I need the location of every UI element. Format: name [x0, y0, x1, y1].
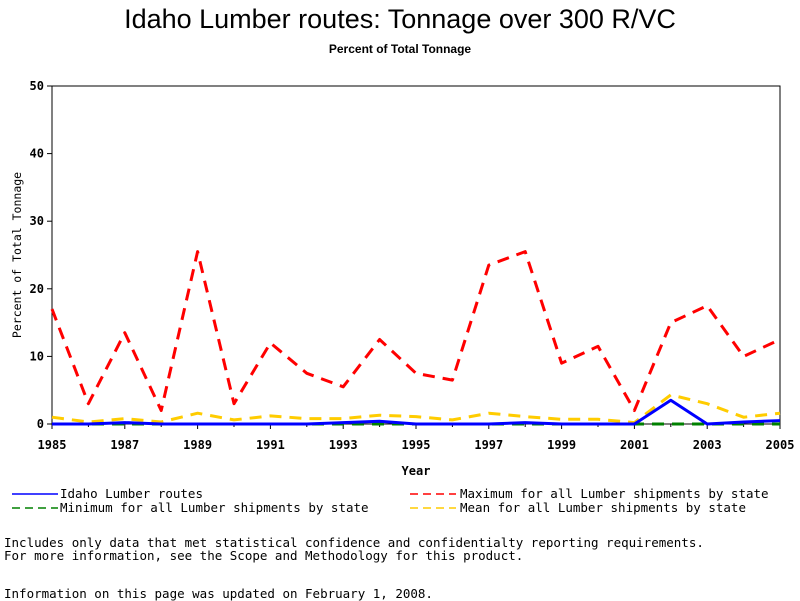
legend-label-yellow: Mean for all Lumber shipments by state	[460, 500, 746, 515]
plot-frame	[51, 85, 781, 425]
note-updated: Information on this page was updated on …	[4, 586, 433, 601]
x-tick-label: 2005	[766, 438, 795, 452]
note-methodology: For more information, see the Scope and …	[4, 548, 524, 563]
x-tick-label: 1989	[183, 438, 212, 452]
x-tick-label: 2001	[620, 438, 649, 452]
y-tick-label: 30	[30, 214, 44, 228]
note-confidentiality: Includes only data that met statistical …	[4, 535, 704, 550]
chart-series	[50, 250, 781, 426]
y-tick-label: 0	[37, 417, 44, 431]
chart-axes	[51, 85, 781, 425]
x-tick-label: 1999	[547, 438, 576, 452]
series-line-idaho-lumber-routes	[52, 398, 781, 426]
y-tick-label: 20	[30, 282, 44, 296]
legend-swatches	[12, 493, 456, 509]
x-tick-label: 1987	[110, 438, 139, 452]
legend-label-red: Maximum for all Lumber shipments by stat…	[460, 486, 769, 501]
series-line-mean-for-all-lumber-shipments-by-state	[51, 393, 781, 425]
y-tick-label: 40	[30, 147, 44, 161]
series-line-maximum-for-all-lumber-shipments-by-state	[50, 250, 781, 412]
legend-label-green: Minimum for all Lumber shipments by stat…	[60, 500, 369, 515]
y-tick-label: 10	[30, 349, 44, 363]
y-tick-label: 50	[30, 79, 44, 93]
y-axis-label: Percent of Total Tonnage	[10, 172, 24, 338]
x-tick-label: 1985	[38, 438, 67, 452]
chart-subtitle: Percent of Total Tonnage	[328, 42, 472, 56]
x-tick-label: 2003	[693, 438, 722, 452]
chart-ticks: 0 10 20 30 40 50 1985 1987 1989 1991 1993 1995 1997 1…	[30, 79, 795, 452]
x-tick-label: 1995	[402, 438, 431, 452]
x-tick-label: 1993	[329, 438, 358, 452]
chart-title: Idaho Lumber routes: Tonnage over 300 R/…	[124, 4, 676, 34]
x-tick-label: 1991	[256, 438, 285, 452]
x-tick-label: 1997	[474, 438, 503, 452]
legend-label-blue: Idaho Lumber routes	[60, 486, 203, 501]
x-axis-label: Year	[402, 464, 431, 478]
